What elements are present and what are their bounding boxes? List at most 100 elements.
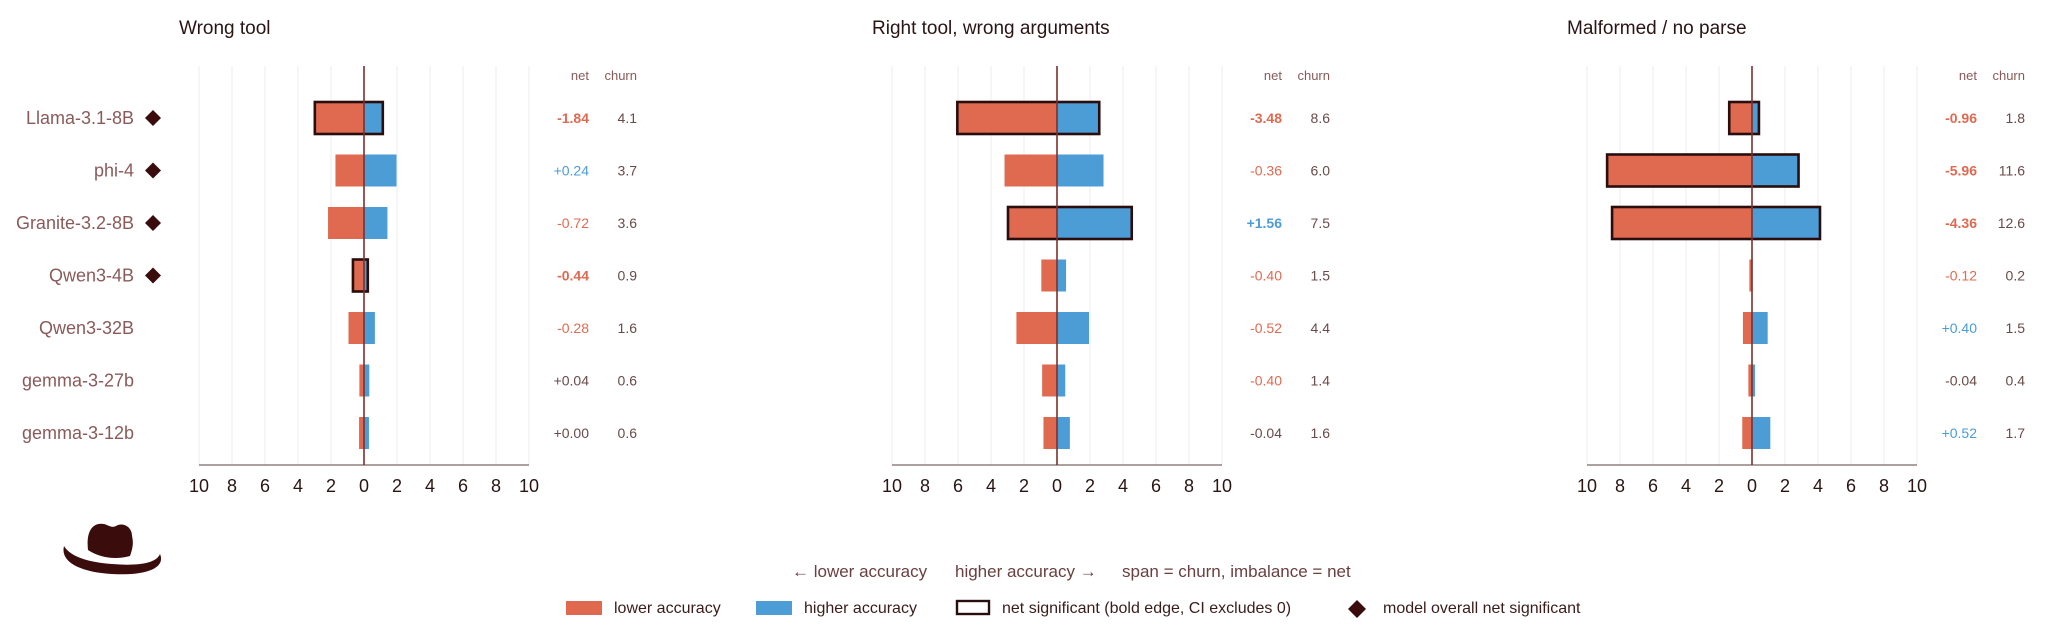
net-header: net — [1959, 68, 1977, 83]
x-tick-label: 8 — [227, 476, 237, 496]
x-tick-label: 8 — [920, 476, 930, 496]
x-tick-label: 2 — [326, 476, 336, 496]
panel-1: Wrong tool 10 8 6 4 2 0 2 4 6 8 10 net churn -1.84 4.1 +… — [179, 18, 637, 496]
net-value: -3.48 — [1250, 110, 1282, 126]
bar-lower-accuracy — [957, 102, 1057, 134]
axis-note-span: span = churn, imbalance = net — [1122, 562, 1351, 581]
x-tick-label: 8 — [491, 476, 501, 496]
model-label: Qwen3-4B — [49, 266, 134, 286]
bar-lower-accuracy — [1742, 417, 1752, 449]
chart-panels: Wrong tool 10 8 6 4 2 0 2 4 6 8 10 net churn -1.84 4.1 +… — [179, 18, 2025, 496]
net-value: +0.00 — [554, 425, 590, 441]
bar-lower-accuracy — [1004, 154, 1057, 187]
net-value: -0.28 — [557, 320, 589, 336]
x-tick-label: 10 — [189, 476, 209, 496]
churn-value: 0.6 — [618, 373, 638, 389]
bar-lower-accuracy — [1007, 207, 1057, 239]
net-value: -0.40 — [1250, 268, 1282, 284]
bar-lower-accuracy — [1749, 259, 1752, 292]
axis-note-left: ← lower accuracy — [792, 562, 928, 581]
bar-higher-accuracy — [1752, 364, 1755, 397]
x-tick-label: 2 — [1780, 476, 1790, 496]
legend-bold-swatch — [955, 599, 991, 616]
churn-value: 4.1 — [618, 110, 638, 126]
bar-significant-outline — [1605, 153, 1800, 188]
bar-higher-accuracy — [1752, 417, 1771, 449]
panel-3: Malformed / no parse 10 8 6 4 2 0 2 4 6 8 10 net chur… — [1567, 18, 2025, 496]
bar-lower-accuracy — [1041, 259, 1057, 292]
net-value: -0.04 — [1945, 373, 1977, 389]
x-tick-label: 4 — [1118, 476, 1128, 496]
x-tick-label: 6 — [260, 476, 270, 496]
net-value: +0.52 — [1942, 425, 1978, 441]
cowboy-hat-icon — [63, 523, 162, 575]
bar-lower-accuracy — [335, 154, 364, 187]
x-tick-label: 4 — [293, 476, 303, 496]
bar-lower-accuracy — [1612, 207, 1752, 239]
legend-bold-label: net significant (bold edge, CI excludes … — [1002, 600, 1291, 617]
net-value: +0.40 — [1942, 320, 1978, 336]
bar-lower-accuracy — [328, 207, 364, 239]
x-tick-label: 6 — [1846, 476, 1856, 496]
legend: lower accuracy higher accuracy net signi… — [566, 599, 1581, 618]
churn-value: 6.0 — [1311, 163, 1331, 179]
x-tick-label: 6 — [1151, 476, 1161, 496]
bar-higher-accuracy — [1057, 259, 1067, 292]
churn-value: 1.5 — [1311, 268, 1331, 284]
panel-title: Right tool, wrong arguments — [872, 18, 1110, 39]
x-tick-label: 2 — [1085, 476, 1095, 496]
x-tick-label: 10 — [519, 476, 539, 496]
net-value: -0.72 — [557, 215, 589, 231]
bar-lower-accuracy — [314, 102, 364, 134]
x-tick-label: 6 — [1648, 476, 1658, 496]
churn-value: 7.5 — [1311, 215, 1331, 231]
churn-value: 1.6 — [618, 320, 638, 336]
bar-lower-accuracy — [1607, 154, 1752, 187]
x-tick-label: 8 — [1184, 476, 1194, 496]
bar-higher-accuracy — [364, 154, 397, 187]
net-value: -5.96 — [1945, 163, 1977, 179]
model-labels: Llama-3.1-8B phi-4 Granite-3.2-8B Qwen3-4B Q… — [16, 108, 161, 443]
panel-title: Wrong tool — [179, 18, 271, 39]
net-value: -0.96 — [1945, 110, 1977, 126]
bar-significant-outline — [1006, 205, 1134, 241]
significance-diamond-icon — [145, 215, 161, 231]
x-tick-label: 8 — [1615, 476, 1625, 496]
bar-higher-accuracy — [364, 312, 375, 344]
net-value: -0.44 — [557, 268, 589, 284]
model-label: gemma-3-12b — [22, 423, 134, 443]
net-value: -1.84 — [557, 110, 589, 126]
bar-higher-accuracy — [1752, 154, 1799, 187]
net-value: -0.04 — [1250, 425, 1282, 441]
churn-value: 11.6 — [1999, 163, 2025, 179]
churn-value: 0.6 — [618, 425, 638, 441]
model-label: Granite-3.2-8B — [16, 213, 134, 233]
bar-higher-accuracy — [1057, 154, 1104, 187]
bar-significant-outline — [1727, 100, 1761, 136]
x-tick-label: 4 — [1681, 476, 1691, 496]
legend-lower-swatch — [566, 601, 602, 615]
churn-value: 8.6 — [1311, 110, 1331, 126]
bar-higher-accuracy — [1752, 207, 1820, 239]
panel-title: Malformed / no parse — [1567, 18, 1747, 39]
x-tick-label: 6 — [458, 476, 468, 496]
bar-higher-accuracy — [364, 417, 369, 449]
bar-higher-accuracy — [1057, 417, 1070, 449]
bar-lower-accuracy — [1742, 312, 1752, 344]
net-header: net — [1264, 68, 1282, 83]
churn-value: 1.6 — [1311, 425, 1331, 441]
model-label: Qwen3-32B — [39, 318, 134, 338]
net-value: -0.36 — [1250, 163, 1282, 179]
bar-higher-accuracy — [364, 364, 370, 397]
churn-value: 0.4 — [2006, 373, 2026, 389]
x-tick-label: 4 — [425, 476, 435, 496]
churn-value: 0.9 — [618, 268, 638, 284]
legend-diamond-icon — [1348, 600, 1366, 618]
churn-header: churn — [604, 68, 637, 83]
significance-diamond-icon — [145, 110, 161, 126]
bar-significant-outline — [351, 258, 370, 293]
x-tick-label: 10 — [1212, 476, 1232, 496]
legend-diamond-label: model overall net significant — [1383, 600, 1581, 617]
churn-value: 0.2 — [2006, 268, 2026, 284]
churn-value: 4.4 — [1311, 320, 1331, 336]
